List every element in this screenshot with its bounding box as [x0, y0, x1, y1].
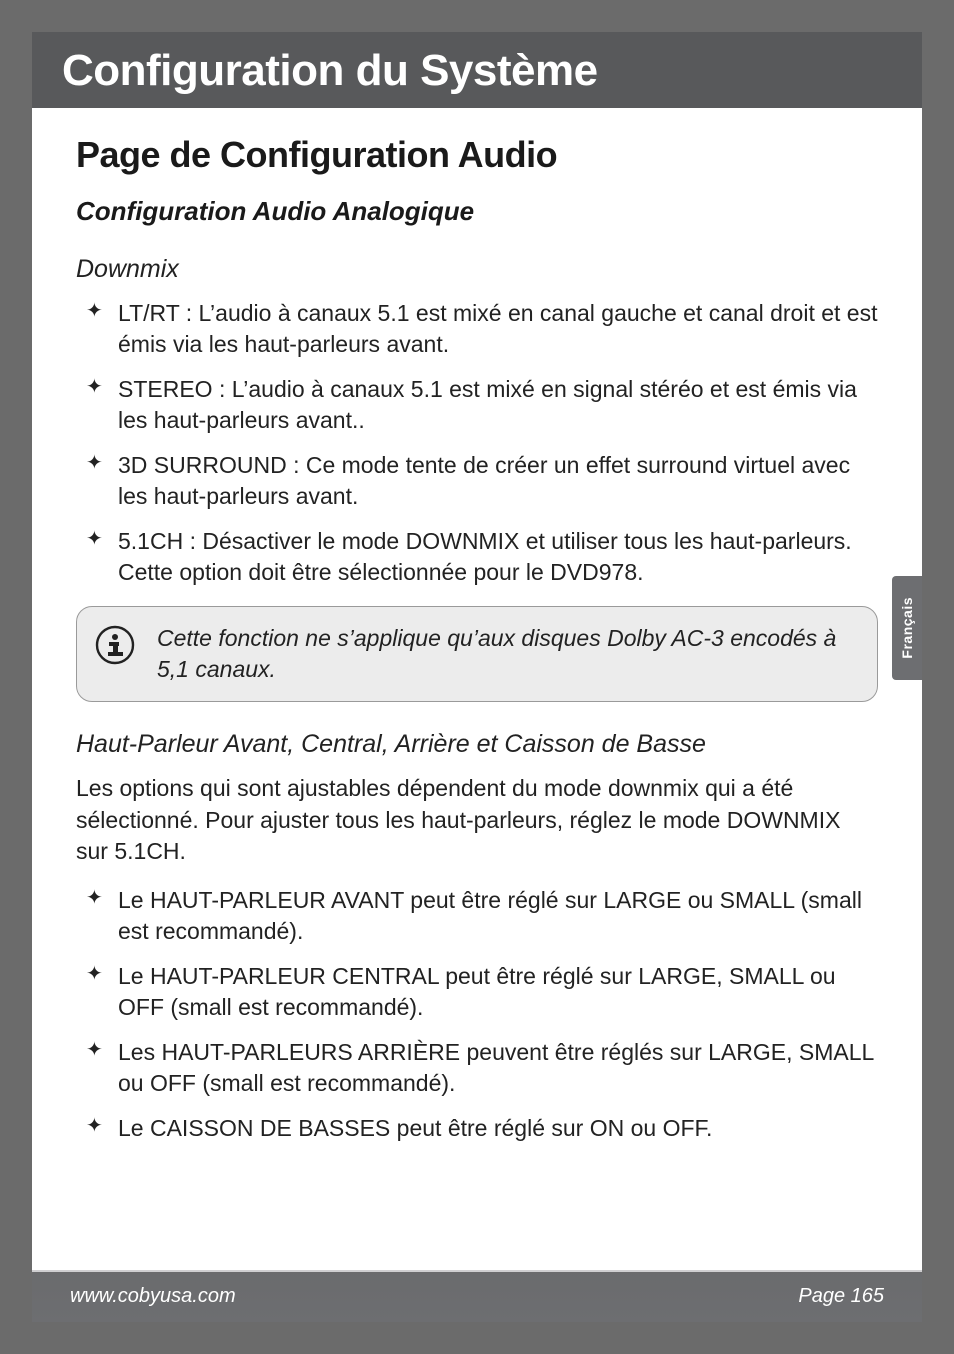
- list-item: STEREO : L’audio à canaux 5.1 est mixé e…: [76, 374, 878, 436]
- language-tab-label: Français: [899, 597, 915, 659]
- page: Configuration du Système Page de Configu…: [32, 32, 922, 1322]
- footer-url: www.cobyusa.com: [70, 1285, 236, 1308]
- info-note-text: Cette fonction ne s’applique qu’aux disq…: [157, 623, 859, 685]
- page-title: Page de Configuration Audio: [76, 134, 878, 176]
- list-item: 3D SURROUND : Ce mode tente de créer un …: [76, 450, 878, 512]
- list-item: LT/RT : L’audio à canaux 5.1 est mixé en…: [76, 298, 878, 360]
- content-area: Page de Configuration Audio Configuratio…: [32, 108, 922, 1144]
- section-banner: Configuration du Système: [32, 32, 922, 108]
- info-icon: [95, 623, 135, 670]
- info-note: Cette fonction ne s’applique qu’aux disq…: [76, 606, 878, 702]
- section-subheading: Configuration Audio Analogique: [76, 196, 878, 227]
- list-item: Le CAISSON DE BASSES peut être réglé sur…: [76, 1113, 878, 1144]
- downmix-heading: Downmix: [76, 255, 878, 284]
- page-footer: www.cobyusa.com Page 165: [32, 1270, 922, 1322]
- list-item: 5.1CH : Désactiver le mode DOWNMIX et ut…: [76, 526, 878, 588]
- footer-page-number: Page 165: [798, 1285, 884, 1308]
- banner-title: Configuration du Système: [62, 46, 598, 95]
- list-item: Le HAUT-PARLEUR AVANT peut être réglé su…: [76, 885, 878, 947]
- list-item: Le HAUT-PARLEUR CENTRAL peut être réglé …: [76, 961, 878, 1023]
- footer-divider: [32, 1270, 922, 1272]
- downmix-list: LT/RT : L’audio à canaux 5.1 est mixé en…: [76, 298, 878, 588]
- list-item: Les HAUT-PARLEURS ARRIÈRE peuvent être r…: [76, 1037, 878, 1099]
- hp-intro: Les options qui sont ajustables dépenden…: [76, 773, 878, 866]
- language-tab: Français: [892, 576, 922, 680]
- hp-list: Le HAUT-PARLEUR AVANT peut être réglé su…: [76, 885, 878, 1144]
- hp-heading: Haut-Parleur Avant, Central, Arrière et …: [76, 730, 878, 759]
